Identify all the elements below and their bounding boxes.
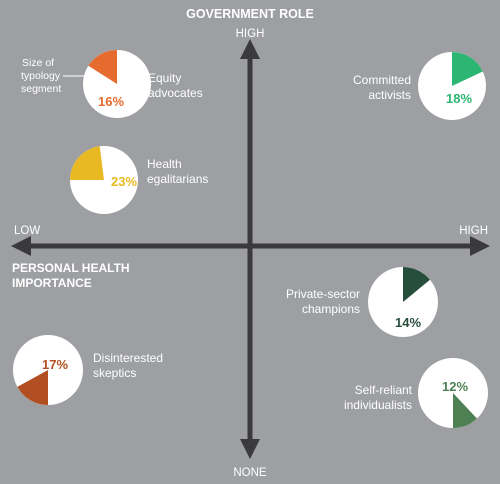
segment-name-label: Committed activists: [353, 73, 411, 102]
segment-0: 16% Equity advocates: [83, 50, 203, 118]
segment-name-label: Health egalitarians: [147, 157, 208, 186]
segment-wedge: [17, 370, 48, 405]
segment-name-label: Private-sector champions: [286, 287, 360, 316]
legend-note-line-2: typology: [21, 70, 61, 82]
segment-percent-label: 12%: [442, 379, 468, 394]
x-axis-title-line-1: PERSONAL HEALTH: [12, 261, 130, 275]
segment-percent-label: 23%: [111, 174, 137, 189]
segment-wedge: [70, 146, 104, 180]
y-axis-bottom-label: NONE: [233, 467, 267, 479]
y-axis-top-label: HIGH: [236, 28, 265, 40]
segment-wedge: [88, 50, 117, 84]
segment-3: 14% Private-sector champions: [286, 266, 438, 337]
segment-percent-label: 16%: [98, 94, 124, 109]
segment-name-label: Self-reliant individualists: [344, 383, 413, 412]
segment-percent-label: 17%: [42, 357, 68, 372]
segment-2: 23% Health egalitarians: [70, 146, 208, 214]
segment-name-label: Equity advocates: [148, 71, 203, 100]
segment-name-label: Disinterested skeptics: [93, 351, 163, 380]
y-axis-title: GOVERNMENT ROLE: [186, 7, 314, 21]
segment-percent-label: 18%: [446, 91, 472, 106]
segment-wedge: [403, 266, 430, 302]
segment-1: 18% Committed activists: [353, 52, 486, 120]
x-axis-title-line-2: IMPORTANCE: [12, 276, 92, 290]
segment-5: 12% Self-reliant individualists: [344, 358, 488, 428]
x-axis-right-label: HIGH: [459, 225, 488, 237]
x-axis-left-label: LOW: [14, 225, 40, 237]
segments-layer: 16% Equity advocates 18% Committed activists 2…: [13, 50, 488, 428]
segment-percent-label: 14%: [395, 315, 421, 330]
legend-note-line-3: segment: [21, 83, 61, 95]
segment-wedge: [452, 52, 483, 86]
legend-note-line-1: Size of: [22, 57, 54, 69]
segment-4: 17% Disinterested skeptics: [13, 335, 163, 405]
segment-wedge: [453, 393, 477, 428]
